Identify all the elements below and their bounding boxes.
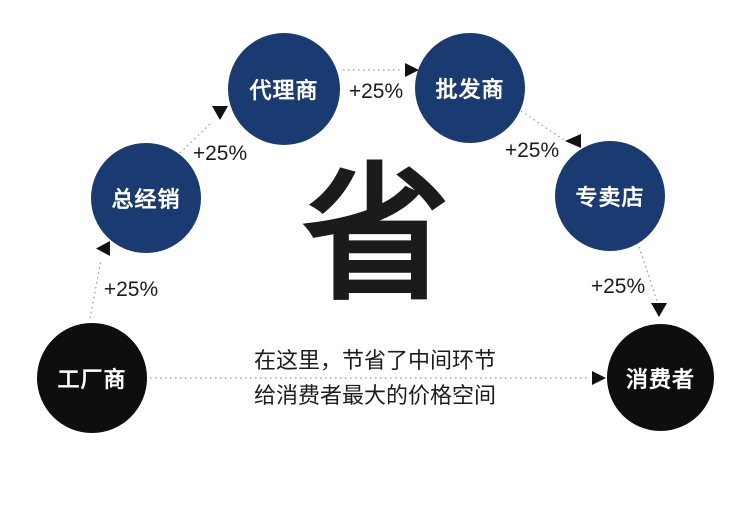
increment-label-distributor-agent: +25% (192, 142, 248, 165)
node-distributor-label: 总经销 (111, 187, 181, 212)
node-store-label: 专卖店 (575, 185, 645, 210)
node-wholesaler-label: 批发商 (435, 77, 505, 102)
arrowhead-wholesaler-icon (405, 63, 419, 77)
dotted-line-wholesaler-to-store (520, 110, 565, 141)
node-factory-label: 工厂商 (57, 367, 127, 392)
caption-text: 在这里，节省了中间环节 给消费者最大的价格空间 (225, 343, 525, 413)
arrowhead-consumer-top-icon (651, 303, 667, 317)
node-store: 专卖店 (555, 141, 665, 251)
caption-line-1: 在这里，节省了中间环节 (253, 348, 496, 373)
increment-label-factory-distributor: +25% (103, 278, 159, 301)
arrowhead-distributor-icon (96, 241, 110, 256)
node-distributor: 总经销 (91, 143, 201, 253)
dotted-line-factory-to-distributor (89, 259, 102, 319)
caption-line-2: 给消费者最大的价格空间 (253, 383, 496, 408)
increment-label-agent-wholesaler: +25% (348, 80, 404, 103)
node-agent: 代理商 (228, 33, 340, 145)
arrowhead-consumer-left-icon (592, 371, 606, 385)
node-consumer: 消费者 (607, 324, 714, 431)
node-wholesaler: 批发商 (415, 33, 525, 143)
node-factory: 工厂商 (37, 323, 147, 433)
save-character: 省 (302, 153, 450, 318)
increment-label-wholesaler-store: +25% (504, 139, 560, 162)
arrowhead-store-icon (565, 134, 581, 148)
node-consumer-label: 消费者 (625, 366, 695, 392)
node-agent-label: 代理商 (249, 78, 319, 103)
increment-label-store-consumer: +25% (590, 275, 646, 298)
arrowhead-agent-icon (212, 106, 228, 120)
